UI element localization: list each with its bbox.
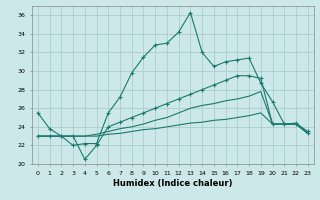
- X-axis label: Humidex (Indice chaleur): Humidex (Indice chaleur): [113, 179, 233, 188]
